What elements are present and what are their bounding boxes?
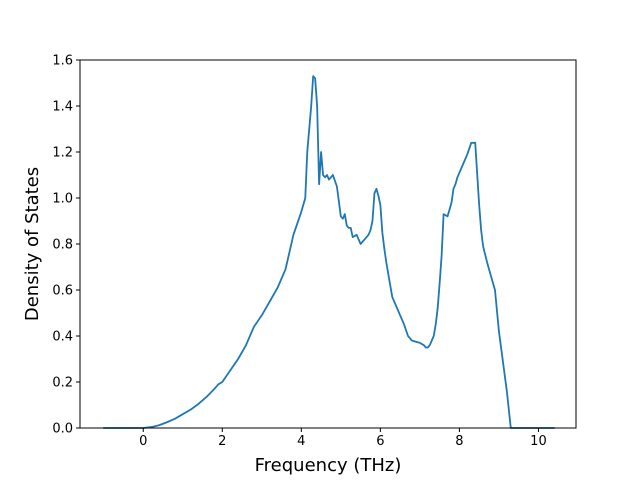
x-axis-label: Frequency (THz) bbox=[255, 455, 402, 476]
x-axis-ticks: 0 2 4 6 8 10 bbox=[139, 428, 547, 449]
x-tick-label: 6 bbox=[376, 434, 384, 449]
y-axis-label: Density of States bbox=[22, 167, 43, 321]
y-tick-label: 1.2 bbox=[52, 146, 73, 161]
series-line-0 bbox=[102, 75, 556, 429]
y-tick-label: 0.2 bbox=[52, 376, 73, 391]
y-tick-label: 0.4 bbox=[52, 330, 73, 345]
y-tick-label: 1.0 bbox=[52, 192, 73, 207]
y-tick-label: 1.4 bbox=[52, 100, 73, 115]
y-tick-label: 0.8 bbox=[52, 238, 73, 253]
x-tick-label: 8 bbox=[455, 434, 463, 449]
y-tick-label: 0.6 bbox=[52, 284, 73, 299]
y-axis-ticks: 0.0 0.2 0.4 0.6 0.8 1.0 1.2 1.4 1.6 bbox=[52, 54, 80, 437]
x-tick-label: 0 bbox=[139, 434, 147, 449]
x-tick-label: 4 bbox=[297, 434, 305, 449]
x-tick-label: 2 bbox=[218, 434, 226, 449]
plot-frame bbox=[79, 59, 577, 429]
y-tick-label: 1.6 bbox=[52, 54, 73, 69]
y-tick-label: 0.0 bbox=[52, 422, 73, 437]
x-tick-label: 10 bbox=[530, 434, 547, 449]
plot-area bbox=[102, 75, 556, 429]
